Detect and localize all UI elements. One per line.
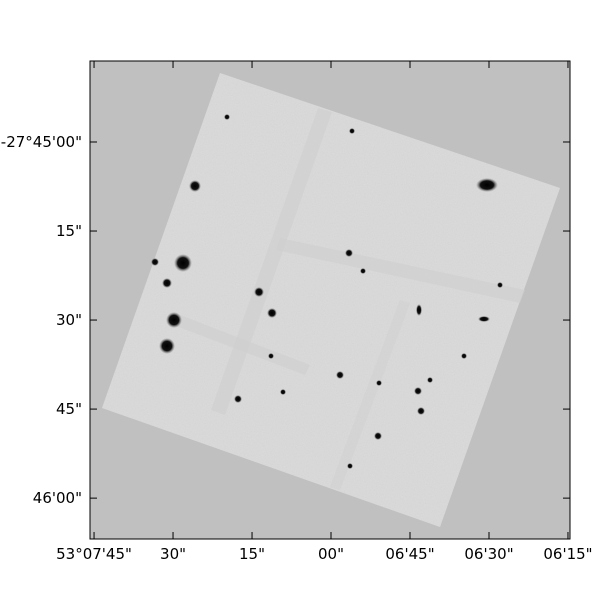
- x-tick-label: 30": [160, 545, 186, 563]
- x-tick-label: 53°07'45": [56, 545, 132, 563]
- x-tick-label: 06'45": [385, 545, 434, 563]
- x-tick-label: 15": [239, 545, 265, 563]
- axes-frame: [89, 60, 571, 540]
- y-tick-label: 46'00": [33, 489, 82, 507]
- x-tick-label: 06'15": [543, 545, 592, 563]
- y-tick-label: -27°45'00": [1, 133, 82, 151]
- x-tick-label: 00": [318, 545, 344, 563]
- x-tick-label: 06'30": [464, 545, 513, 563]
- sources: [151, 114, 503, 469]
- y-tick-label: 30": [56, 311, 82, 329]
- image-footprint: [102, 73, 560, 527]
- y-tick-label: 15": [56, 222, 82, 240]
- y-tick-label: 45": [56, 400, 82, 418]
